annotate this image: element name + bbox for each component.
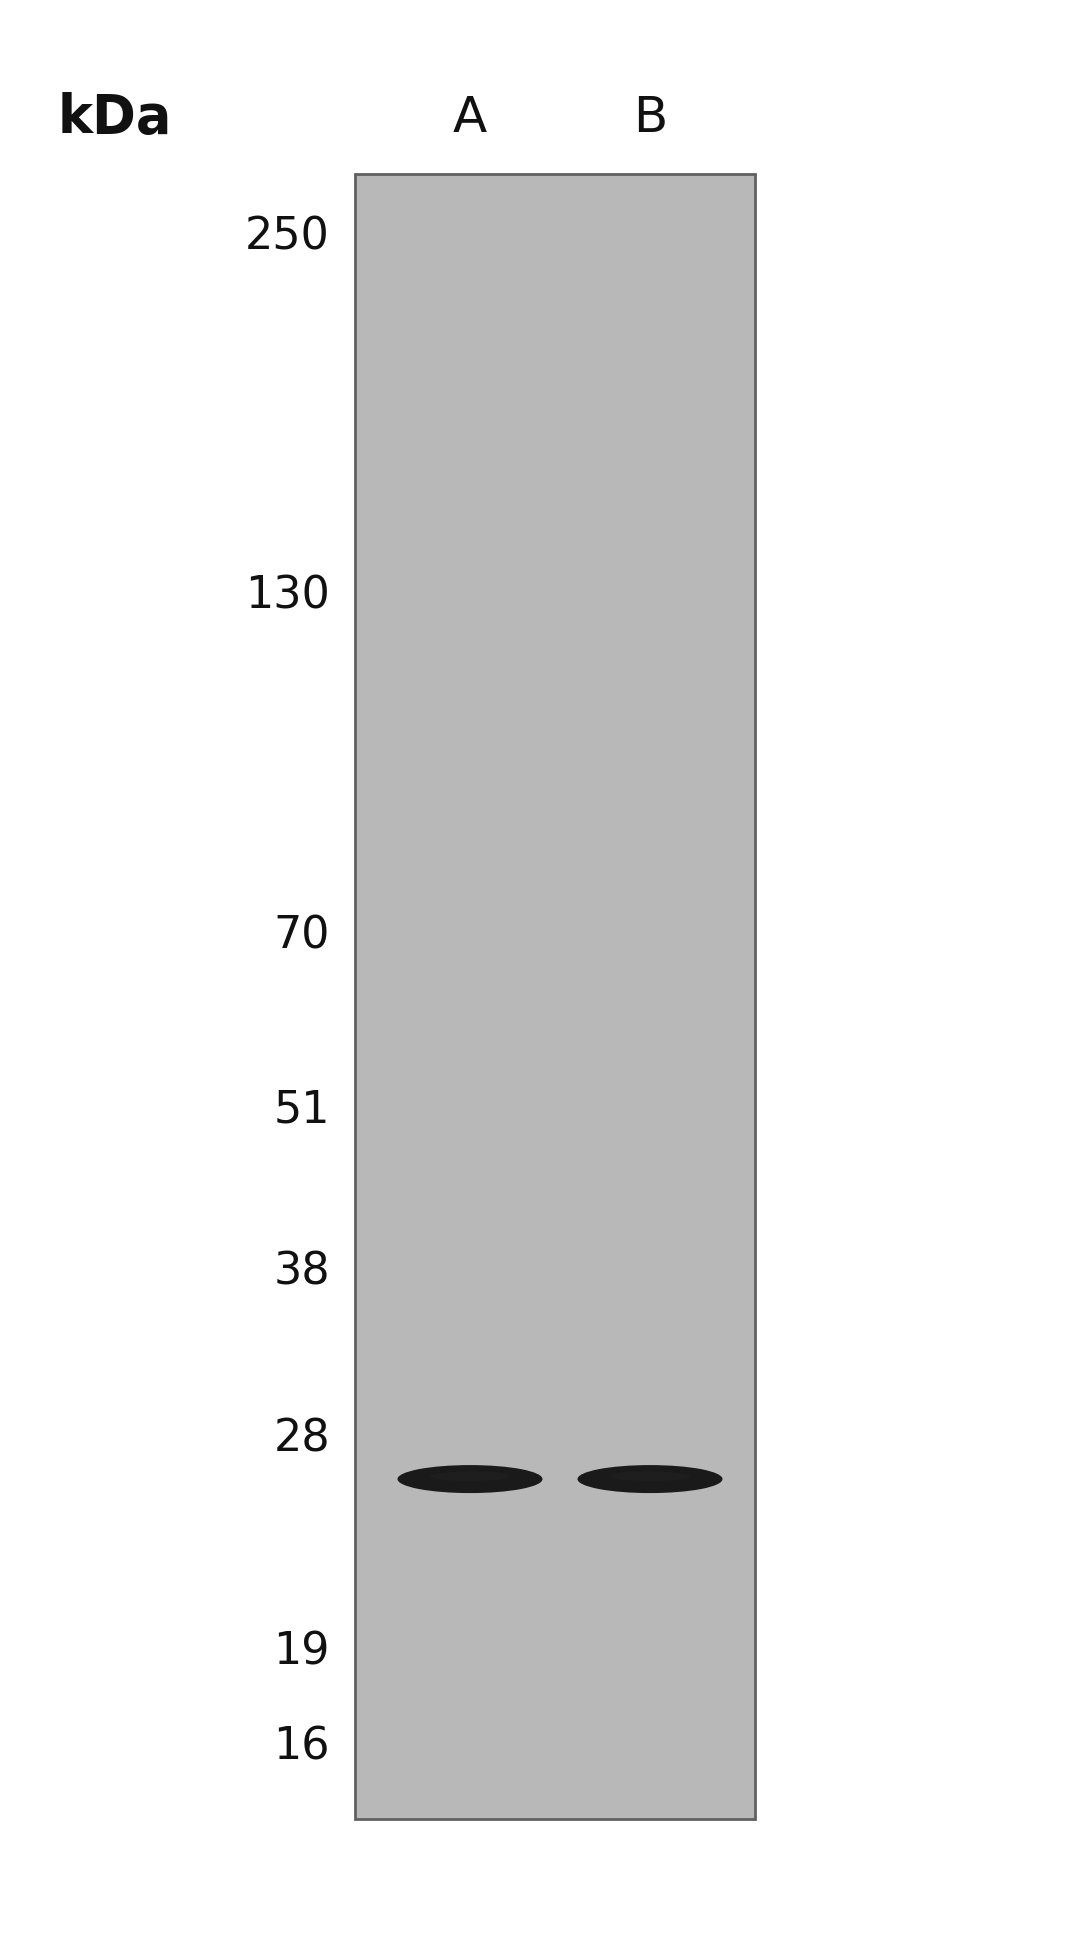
Text: 19: 19: [273, 1630, 330, 1673]
Text: A: A: [453, 94, 487, 143]
Text: B: B: [633, 94, 667, 143]
Text: 38: 38: [273, 1251, 330, 1292]
Bar: [355, 174, 755, 1820]
Text: 70: 70: [273, 914, 330, 957]
Text: 250: 250: [245, 215, 330, 258]
Ellipse shape: [610, 1472, 690, 1481]
Text: 51: 51: [273, 1088, 330, 1131]
Text: 130: 130: [245, 575, 330, 618]
Text: kDa: kDa: [58, 92, 172, 145]
Ellipse shape: [430, 1472, 510, 1481]
Ellipse shape: [397, 1466, 542, 1493]
Text: 16: 16: [273, 1724, 330, 1767]
Ellipse shape: [578, 1466, 723, 1493]
Text: 28: 28: [273, 1417, 330, 1460]
